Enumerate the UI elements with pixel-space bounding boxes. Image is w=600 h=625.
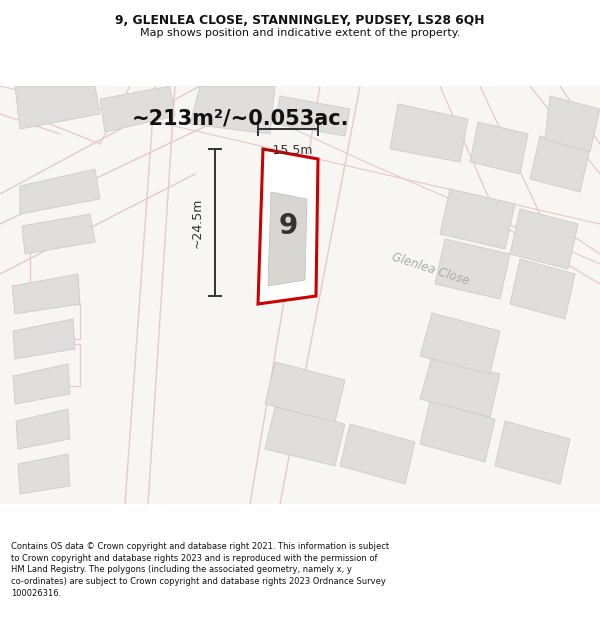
- Polygon shape: [20, 169, 100, 214]
- Polygon shape: [16, 409, 70, 449]
- Polygon shape: [420, 356, 500, 417]
- Polygon shape: [22, 214, 95, 254]
- Polygon shape: [340, 424, 415, 484]
- Polygon shape: [190, 86, 275, 134]
- Polygon shape: [420, 401, 495, 462]
- Text: 9, GLENLEA CLOSE, STANNINGLEY, PUDSEY, LS28 6QH: 9, GLENLEA CLOSE, STANNINGLEY, PUDSEY, L…: [115, 14, 485, 27]
- Polygon shape: [12, 274, 80, 314]
- Text: Glenlea Close: Glenlea Close: [389, 251, 470, 288]
- Polygon shape: [420, 313, 500, 374]
- Polygon shape: [440, 189, 515, 249]
- Polygon shape: [265, 407, 345, 466]
- Text: Contains OS data © Crown copyright and database right 2021. This information is : Contains OS data © Crown copyright and d…: [11, 542, 389, 598]
- Text: ~24.5m: ~24.5m: [191, 198, 203, 248]
- Polygon shape: [510, 259, 575, 319]
- Polygon shape: [265, 362, 345, 422]
- Polygon shape: [18, 454, 70, 494]
- Polygon shape: [470, 122, 528, 174]
- Polygon shape: [545, 96, 600, 152]
- Polygon shape: [530, 136, 590, 192]
- Polygon shape: [100, 86, 175, 132]
- Polygon shape: [15, 86, 100, 129]
- Polygon shape: [510, 209, 578, 269]
- Text: Map shows position and indicative extent of the property.: Map shows position and indicative extent…: [140, 28, 460, 38]
- Polygon shape: [495, 421, 570, 484]
- Text: ~213m²/~0.053ac.: ~213m²/~0.053ac.: [131, 109, 349, 129]
- Text: ~15.5m: ~15.5m: [263, 144, 313, 158]
- Polygon shape: [275, 96, 350, 136]
- Polygon shape: [258, 149, 318, 304]
- Polygon shape: [435, 239, 510, 299]
- Text: 9: 9: [278, 212, 298, 240]
- Polygon shape: [13, 319, 75, 359]
- Polygon shape: [268, 192, 307, 286]
- Polygon shape: [390, 104, 468, 162]
- Polygon shape: [13, 364, 70, 404]
